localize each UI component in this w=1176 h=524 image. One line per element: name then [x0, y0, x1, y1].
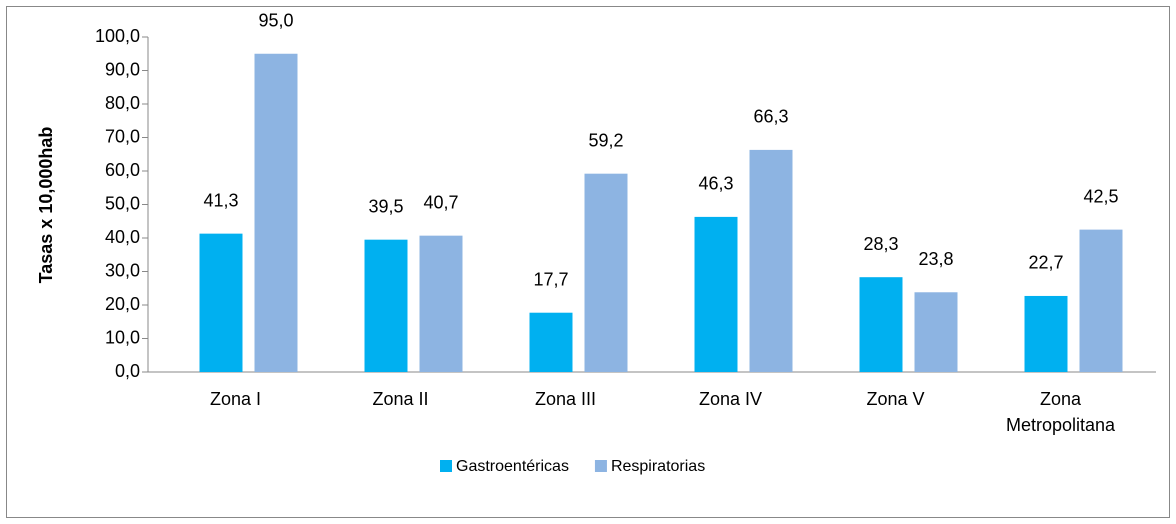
value-label: 23,8 [918, 249, 953, 269]
x-tick-label: Zona IV [699, 389, 762, 409]
x-tick-label: Zona V [866, 389, 924, 409]
bar [199, 233, 243, 372]
value-label: 59,2 [588, 130, 623, 150]
x-tick-label: Zona Metropolitana [1006, 389, 1116, 435]
y-tick-label: 0,0 [115, 361, 140, 381]
value-label: 40,7 [423, 192, 458, 212]
y-tick-label: 20,0 [105, 294, 140, 314]
y-tick-label: 90,0 [105, 59, 140, 79]
y-tick-label: 30,0 [105, 260, 140, 280]
value-label: 39,5 [368, 196, 403, 216]
x-tick-label: Zona II [372, 389, 428, 409]
y-tick-label: 40,0 [105, 227, 140, 247]
value-label: 66,3 [753, 107, 788, 127]
value-label: 42,5 [1083, 186, 1118, 206]
legend-label: Gastroentéricas [456, 458, 569, 475]
value-label: 17,7 [533, 269, 568, 289]
y-tick-label: 100,0 [95, 26, 140, 46]
value-label: 46,3 [698, 174, 733, 194]
bar [419, 235, 463, 372]
bar [364, 239, 408, 372]
legend-swatch [440, 460, 452, 472]
bar [1024, 295, 1068, 372]
y-tick-label: 70,0 [105, 126, 140, 146]
bar [584, 173, 628, 372]
bar [749, 149, 793, 372]
legend-label: Respiratorias [611, 458, 705, 475]
value-label: 28,3 [863, 234, 898, 254]
bar [254, 53, 298, 372]
bar [529, 312, 573, 372]
y-tick-label: 50,0 [105, 193, 140, 213]
bar [1079, 229, 1123, 372]
x-tick-label: Zona III [535, 389, 596, 409]
bar [914, 292, 958, 372]
y-tick-label: 60,0 [105, 160, 140, 180]
legend-swatch [594, 460, 607, 472]
bar [694, 216, 738, 372]
bar [859, 277, 903, 372]
value-label: 22,7 [1028, 253, 1063, 273]
y-tick-label: 80,0 [105, 93, 140, 113]
y-tick-label: 10,0 [105, 327, 140, 347]
value-label: 41,3 [203, 190, 238, 210]
value-label: 95,0 [258, 11, 293, 31]
y-axis-label: Tasas x 10,000hab [36, 127, 56, 284]
x-tick-label: Zona I [210, 389, 261, 409]
